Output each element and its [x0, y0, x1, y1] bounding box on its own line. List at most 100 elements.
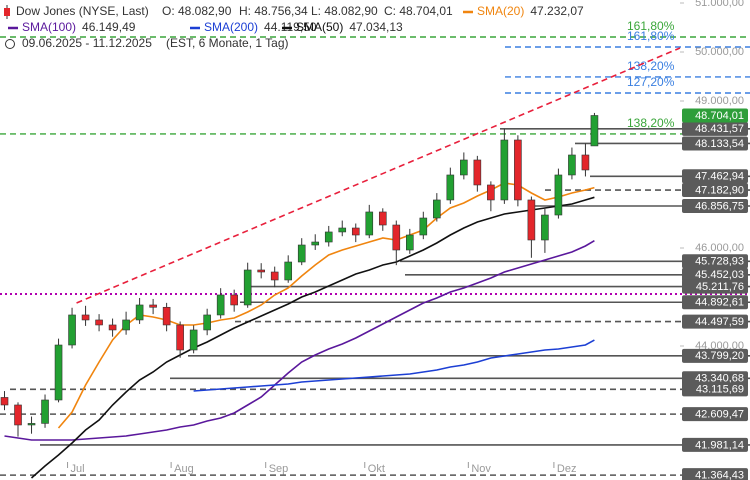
fib-label: 161,80% [627, 19, 675, 33]
candle-body [378, 211, 387, 226]
x-tick-label: Dez [557, 463, 577, 475]
x-tick-label: Jul [71, 463, 85, 475]
candle-body [568, 154, 576, 176]
plot-area: 161,80%161,80% 138,20% 127,20% 138,20% Jul Au… [0, 19, 750, 479]
level-box [682, 121, 748, 136]
y-tick-label: 49.000,00 [695, 95, 744, 107]
period: 09.06.2025 - 11.12.2025 [22, 36, 152, 50]
y-tick-label: 46.000,00 [695, 242, 744, 254]
level-label: 43.115,69 [696, 384, 744, 396]
level-label: 45.452,03 [695, 269, 744, 281]
level-box [682, 348, 748, 363]
legend-name: SMA(50) [296, 20, 343, 34]
candle-body [257, 269, 265, 273]
candle-body [446, 174, 455, 201]
candle-body [216, 294, 225, 316]
level-box [682, 136, 748, 151]
y-tick-label: 51.000,00 [695, 0, 744, 9]
ohlc-open: O: 48.082,90 [162, 4, 232, 18]
level-label: 48.431,57 [695, 123, 744, 135]
candle-body [284, 261, 293, 281]
ohlc-low: L: 48.082,90 [311, 4, 378, 18]
level-box [682, 267, 748, 282]
period-note: (EST, 6 Monate, 1 Tag) [166, 36, 289, 50]
candle-body [81, 314, 90, 321]
candle-body [392, 224, 401, 251]
ohlc-high: H: 48.756,34 [239, 4, 308, 18]
x-tick-label: Okt [368, 463, 385, 475]
candle-body [433, 199, 441, 219]
candle-body [324, 231, 333, 243]
candle-body [149, 304, 157, 308]
level-label: 44.892,61 [695, 297, 744, 309]
icon-body [4, 8, 10, 16]
candle-body [311, 241, 320, 246]
candle-body [41, 399, 49, 424]
candle-body [419, 217, 428, 236]
candle-body [189, 329, 198, 351]
clock-icon [5, 39, 15, 49]
legend-value: 46.149,49 [82, 20, 136, 34]
candle-body [54, 344, 63, 401]
y-tick-label: 50.000,00 [695, 46, 744, 58]
level-label: 46.856,75 [695, 200, 744, 212]
candle-body [243, 269, 252, 306]
candle-body [68, 314, 76, 346]
level-box [682, 371, 748, 386]
legend-value: 47.034,13 [349, 20, 403, 34]
level-label: 42.609,47 [695, 409, 744, 421]
level-box [682, 199, 748, 214]
candle-body [135, 304, 144, 321]
candle-body [338, 227, 347, 233]
level-label: 45.211,76 [696, 281, 744, 293]
candle-body [95, 319, 103, 326]
level-label: 47.462,94 [695, 171, 744, 183]
sma-line [30, 196, 595, 479]
candle-body [590, 115, 599, 147]
candle-body [0, 397, 9, 406]
level-box [682, 407, 748, 422]
candle-body [162, 306, 171, 326]
level-box [682, 314, 748, 329]
sma-line [193, 339, 595, 392]
level-label: 47.182,90 [695, 184, 744, 196]
candle-body [108, 324, 117, 331]
fib-label: 127,20% [627, 75, 675, 89]
candle-body [500, 139, 509, 201]
candle-body [527, 199, 536, 241]
title: Dow Jones (NYSE, Last) [16, 4, 149, 18]
candle-body [365, 211, 374, 236]
candle-body [460, 159, 468, 176]
candle-body [581, 154, 590, 171]
candle-body [351, 227, 360, 236]
candle-body [122, 319, 130, 331]
legend-name: SMA(200) [204, 20, 258, 34]
fib-label: 138,20% [627, 116, 675, 130]
level-box [682, 468, 748, 480]
candle-body [473, 159, 482, 186]
level-label: 41.981,14 [695, 439, 744, 451]
candle-body [406, 234, 414, 251]
price-axis: 51.000,0050.000,0049.000,0046.000,0044.0… [680, 0, 748, 480]
candle-body [14, 404, 22, 426]
level-box [682, 279, 748, 294]
level-box [682, 169, 748, 184]
ohlc-close: C: 48.704,01 [384, 4, 453, 18]
candle-body [176, 324, 184, 351]
candle-body [487, 184, 495, 201]
candle-body [554, 174, 563, 216]
level-box [682, 437, 748, 452]
level-box [682, 295, 748, 310]
candle-body [203, 314, 211, 331]
level-label: 44.497,59 [695, 316, 744, 328]
x-tick-label: Aug [174, 463, 194, 475]
candle-body [514, 139, 522, 201]
level-label: 41.364,43 [695, 470, 744, 480]
x-tick-label: Nov [471, 463, 491, 475]
fib-label: 161,80% [627, 29, 675, 43]
level-label: 48.133,54 [695, 138, 744, 150]
level-box [682, 254, 748, 269]
legend-name: SMA(20) [477, 4, 524, 18]
x-tick-label: Sep [269, 463, 289, 475]
